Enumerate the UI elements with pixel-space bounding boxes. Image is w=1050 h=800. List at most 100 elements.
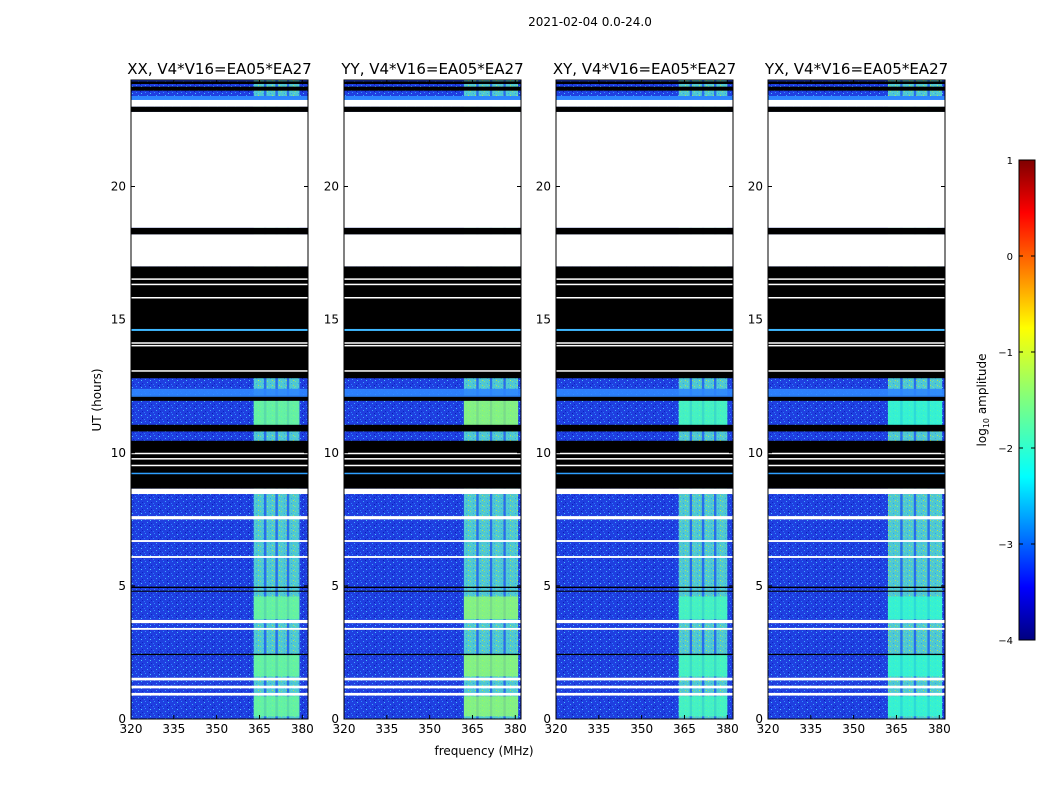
blank-band	[344, 627, 521, 630]
x-tick-label: 365	[673, 722, 696, 736]
signal-block	[887, 655, 943, 677]
blank-band	[768, 516, 945, 520]
flag-gap-line	[768, 458, 945, 460]
colorbar-label-sub: 10	[982, 418, 991, 428]
panels: XX, V4*V16=EA05*EA27 320 335 350 365 380 0 5 10 1…	[111, 60, 951, 736]
flagged-band	[768, 106, 945, 112]
flag-gap-line	[768, 342, 945, 344]
flag-gap-line	[344, 342, 521, 344]
blank-band	[556, 488, 733, 495]
data-line	[131, 472, 308, 475]
data-strip	[556, 388, 733, 397]
signal-block	[678, 696, 728, 717]
colorbar-tick-label: −2	[998, 444, 1013, 455]
x-tick-label: 320	[120, 722, 143, 736]
blank-band	[131, 627, 308, 630]
blank-band	[768, 556, 945, 558]
colorbar-tick-label: −1	[998, 348, 1013, 359]
flagged-band	[768, 266, 945, 379]
data-strip	[768, 95, 945, 102]
flag-gap-line	[344, 278, 521, 280]
y-tick-label: 0	[331, 712, 339, 726]
signal-block	[463, 400, 519, 427]
flag-gap-line	[344, 283, 521, 286]
flagged-band	[131, 424, 308, 432]
flag-gap-line	[556, 452, 733, 455]
data-strip	[768, 388, 945, 397]
flag-gap-line	[344, 296, 521, 299]
blank-band	[131, 516, 308, 520]
colorbar-tick-label: 0	[1007, 252, 1013, 263]
signal-block	[678, 655, 728, 677]
blank-band	[768, 540, 945, 542]
flagged-band	[344, 590, 521, 592]
flagged-band	[344, 106, 521, 112]
blank-band	[344, 516, 521, 520]
flagged-band	[131, 586, 308, 589]
blank-band	[556, 692, 733, 696]
signal-block	[463, 655, 519, 677]
panel-title: YX, V4*V16=EA05*EA27	[764, 60, 948, 78]
flagged-band	[131, 590, 308, 592]
data-line	[768, 472, 945, 475]
flagged-band	[768, 227, 945, 235]
flagged-band	[131, 440, 308, 489]
panel-title: XX, V4*V16=EA05*EA27	[127, 60, 311, 78]
blank-band	[556, 234, 733, 267]
x-tick-label: 365	[461, 722, 484, 736]
flagged-band	[556, 106, 733, 112]
flagged-band	[344, 586, 521, 589]
blank-band	[768, 99, 945, 107]
y-tick-label: 20	[536, 180, 551, 194]
x-tick-label: 380	[716, 722, 739, 736]
blank-band	[131, 111, 308, 228]
flagged-band	[344, 81, 521, 84]
data-strip	[131, 388, 308, 397]
flagged-band	[556, 227, 733, 235]
flagged-band	[768, 424, 945, 432]
y-tick-label: 5	[755, 579, 763, 593]
blank-band	[556, 540, 733, 542]
colorbar-tick-label: −3	[998, 540, 1013, 551]
y-axis-label: UT (hours)	[90, 368, 104, 431]
flag-gap-line	[131, 344, 308, 347]
signal-block	[887, 696, 943, 717]
blank-band	[131, 540, 308, 542]
x-tick-label: 350	[418, 722, 441, 736]
blank-band	[344, 111, 521, 228]
blank-band	[768, 488, 945, 495]
y-tick-label: 15	[324, 313, 339, 327]
flagged-band	[768, 395, 945, 401]
blank-band	[344, 234, 521, 267]
data-line	[344, 472, 521, 475]
blank-band	[768, 234, 945, 267]
panel-3: YX, V4*V16=EA05*EA27 320 335 350 365 380 0 5 10 1…	[748, 60, 951, 736]
x-tick-label: 380	[504, 722, 527, 736]
blank-band	[131, 99, 308, 107]
signal-block	[678, 596, 728, 620]
flag-gap-line	[131, 342, 308, 344]
colorbar-gradient	[1018, 159, 1036, 641]
data-line	[344, 328, 521, 331]
flag-gap-line	[344, 464, 521, 467]
flagged-band	[768, 590, 945, 592]
flag-gap-line	[556, 464, 733, 467]
flag-gap-line	[556, 458, 733, 460]
blank-band	[344, 619, 521, 624]
flagged-band	[131, 266, 308, 379]
flag-gap-line	[131, 296, 308, 299]
x-tick-label: 350	[630, 722, 653, 736]
flag-gap-line	[768, 464, 945, 467]
blank-band	[768, 111, 945, 228]
signal-block	[253, 696, 300, 717]
flagged-band	[768, 81, 945, 84]
signal-block	[463, 596, 519, 620]
flagged-band	[344, 424, 521, 432]
blank-band	[768, 677, 945, 681]
flagged-band	[556, 440, 733, 489]
flagged-band	[344, 86, 521, 91]
colorbar-ticks: 1 0 −1 −2 −3 −4	[998, 156, 1035, 647]
signal-block	[887, 596, 943, 620]
blank-band	[344, 556, 521, 558]
